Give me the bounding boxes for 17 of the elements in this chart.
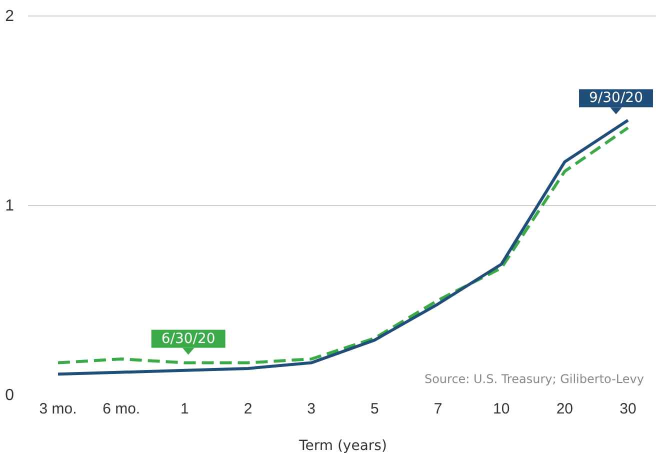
x-tick-label: 10 — [492, 400, 510, 418]
series-label: 6/30/20 — [161, 330, 216, 347]
y-tick-label: 1 — [5, 198, 14, 215]
y-tick-label: 2 — [5, 8, 14, 26]
x-tick-label: 3 mo. — [39, 400, 77, 418]
annotation: Source: U.S. Treasury; Giliberto-Levy — [424, 372, 644, 386]
x-axis-title: Term (years) — [298, 438, 387, 454]
x-tick-label: 1 — [180, 400, 189, 418]
x-tick-label: 6 mo. — [102, 400, 140, 418]
x-tick-label: 7 — [434, 400, 442, 418]
x-tick-label: 20 — [556, 400, 574, 418]
x-tick-label: 5 — [370, 400, 379, 418]
x-tick-label: 30 — [620, 400, 636, 418]
series-label: 9/30/20 — [589, 90, 643, 106]
x-tick-label: 3 — [307, 400, 316, 418]
x-tick-label: 2 — [244, 400, 252, 418]
y-tick-label: 0 — [5, 387, 14, 404]
